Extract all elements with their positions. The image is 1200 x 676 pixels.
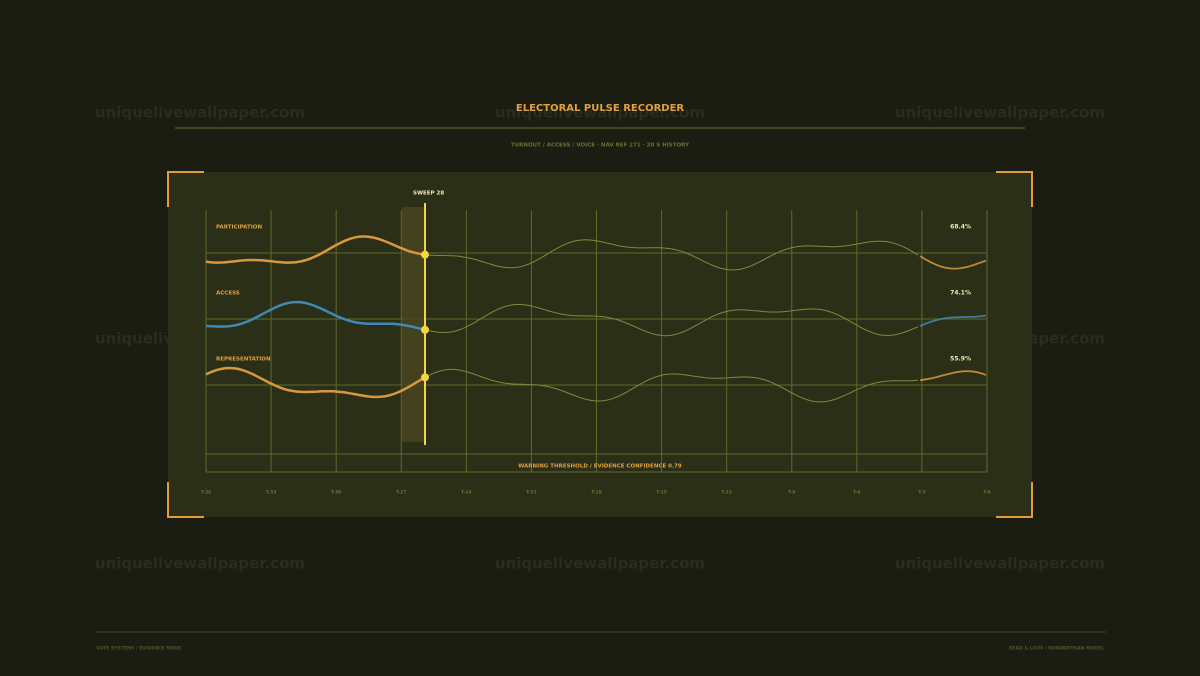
corner-brackets <box>167 171 1033 518</box>
subtitle: TURNOUT / ACCESS / VOICE · NAV REF 271 ·… <box>511 143 690 149</box>
channel-readout: 74.1% <box>950 290 971 297</box>
title: ELECTORAL PULSE RECORDER <box>516 103 685 114</box>
channel-readout: 68.4% <box>950 224 971 231</box>
grid <box>205 210 988 472</box>
channel-readout: 55.9% <box>950 356 971 363</box>
watermark: uniquelivewallpaper.com <box>495 104 705 122</box>
trace-live <box>205 366 426 399</box>
x-label: T-0 <box>983 490 990 496</box>
x-label: T-24 <box>461 490 472 496</box>
watermark: uniquelivewallpaper.com <box>895 104 1105 122</box>
panel <box>168 172 1032 517</box>
channel-label: ACCESS <box>216 291 240 297</box>
threshold-box <box>205 453 988 473</box>
watermark: uniquelivewallpaper.com <box>895 555 1105 573</box>
footer-right: READ & LOOP / NONPARTISAN MODEL <box>1009 646 1104 652</box>
trace-tail <box>919 314 987 327</box>
trace-history <box>425 239 919 271</box>
x-label: T-6 <box>853 490 860 496</box>
sweep-band <box>402 207 425 442</box>
sweep-label: SWEEP 28 <box>413 191 444 197</box>
x-label: T-36 <box>201 490 212 496</box>
trace-tail <box>919 370 987 381</box>
sweep-point <box>421 325 429 334</box>
sweep-point <box>421 373 429 382</box>
footer-left: VOTE SYSTEMS / EVIDENCE MODE <box>96 646 181 652</box>
channel-label: REPRESENTATION <box>216 357 271 363</box>
x-label: T-9 <box>788 490 795 496</box>
watermark: uniquelivewallpaper.com <box>95 104 305 122</box>
watermark: uniquelivewallpaper.com <box>95 555 305 573</box>
x-labels: T-36 T-33 T-30 T-27 T-24 T-21 T-18 T-15 T-12 T-9 T… <box>201 490 991 496</box>
x-label: T-33 <box>266 490 277 496</box>
threshold-label: WARNING THRESHOLD / EVIDENCE CONFIDENCE … <box>518 464 682 470</box>
x-label: T-12 <box>721 490 732 496</box>
trace-tail <box>919 255 987 270</box>
trace-live <box>205 235 426 264</box>
x-label: T-18 <box>591 490 602 496</box>
channel-label: PARTICIPATION <box>216 225 262 231</box>
trace-history <box>425 368 919 403</box>
x-label: T-21 <box>526 490 537 496</box>
x-label: T-3 <box>918 490 925 496</box>
watermark: uniquelivewallpaper.com <box>495 555 705 573</box>
traces: PARTICIPATION 68.4% ACCESS 74.1% REPRESENTAT… <box>205 224 987 403</box>
trace-history <box>425 304 919 337</box>
x-label: T-30 <box>331 490 342 496</box>
x-label: T-15 <box>656 490 667 496</box>
x-label: T-27 <box>396 490 407 496</box>
sweep-point <box>421 250 429 259</box>
trace-live <box>205 300 426 332</box>
